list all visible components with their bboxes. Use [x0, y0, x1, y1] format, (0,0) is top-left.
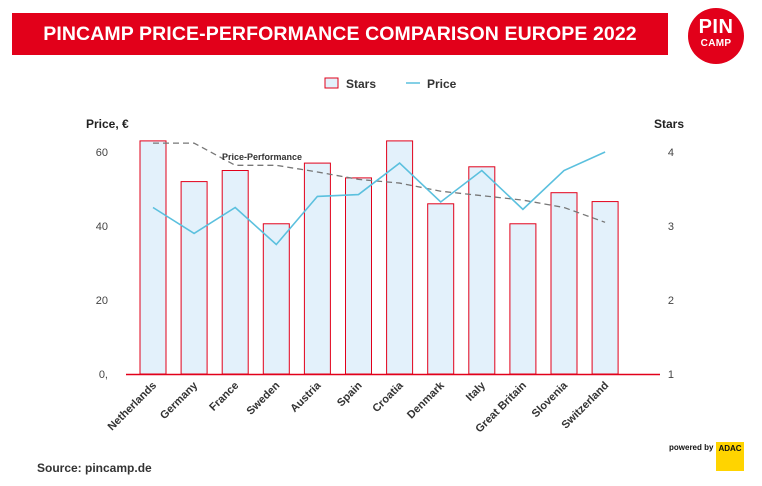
stars-bar	[550, 192, 578, 375]
logo-text-camp: CAMP	[700, 38, 732, 49]
stars-bar	[262, 223, 290, 375]
left-axis-tick: 60	[96, 147, 108, 159]
source-note: Source: pincamp.de	[37, 461, 152, 475]
category-label: France	[207, 380, 241, 414]
left-axis-tick: 20	[96, 295, 108, 307]
right-axis-tick: 3	[668, 221, 674, 233]
category-label: Sweden	[245, 379, 283, 417]
stars-bar	[345, 177, 372, 375]
category-label: Denmark	[405, 379, 447, 421]
adac-logo-text: ADAC	[718, 444, 742, 453]
left-axis-tick: 40	[96, 221, 108, 233]
price-line	[152, 151, 606, 246]
stars-bar	[509, 223, 537, 375]
stars-bar	[221, 170, 249, 375]
legend-stars-label: Stars	[346, 77, 376, 91]
legend-stars-swatch	[324, 77, 339, 89]
right-axis-tick: 4	[668, 147, 674, 159]
price-performance-annotation: Price-Performance	[222, 152, 302, 162]
left-axis-label: Price, €	[86, 117, 129, 131]
stars-bar	[427, 203, 455, 375]
category-label: Italy	[464, 379, 489, 404]
category-label: Netherlands	[106, 380, 159, 433]
legend-price-label: Price	[427, 77, 457, 91]
right-axis-tick: 1	[668, 369, 674, 381]
left-axis-tick: 0,	[99, 369, 108, 381]
right-axis-label: Stars	[654, 117, 684, 131]
category-label: Austria	[288, 379, 324, 415]
category-label: Germany	[158, 379, 201, 422]
stars-bar	[386, 140, 414, 375]
stars-bar	[180, 181, 208, 375]
category-label: Croatia	[370, 379, 406, 415]
stars-bar	[303, 162, 331, 375]
stars-bar	[591, 201, 619, 375]
right-axis-tick: 2	[668, 295, 674, 307]
pincamp-logo: PIN CAMP	[688, 8, 744, 64]
chart-legend: Stars Price	[324, 77, 457, 91]
stars-bar	[139, 140, 167, 375]
page-title: PINCAMP PRICE-PERFORMANCE COMPARISON EUR…	[43, 23, 637, 45]
category-label: Spain	[335, 379, 365, 409]
powered-by-label: powered by	[669, 443, 714, 452]
category-label: Slovenia	[530, 379, 571, 420]
logo-text-pin: PIN	[698, 16, 734, 38]
stars-bar	[468, 166, 496, 375]
price-performance-trend-line	[153, 142, 606, 223]
title-bar: PINCAMP PRICE-PERFORMANCE COMPARISON EUR…	[12, 13, 668, 55]
adac-logo: ADAC	[716, 442, 744, 471]
